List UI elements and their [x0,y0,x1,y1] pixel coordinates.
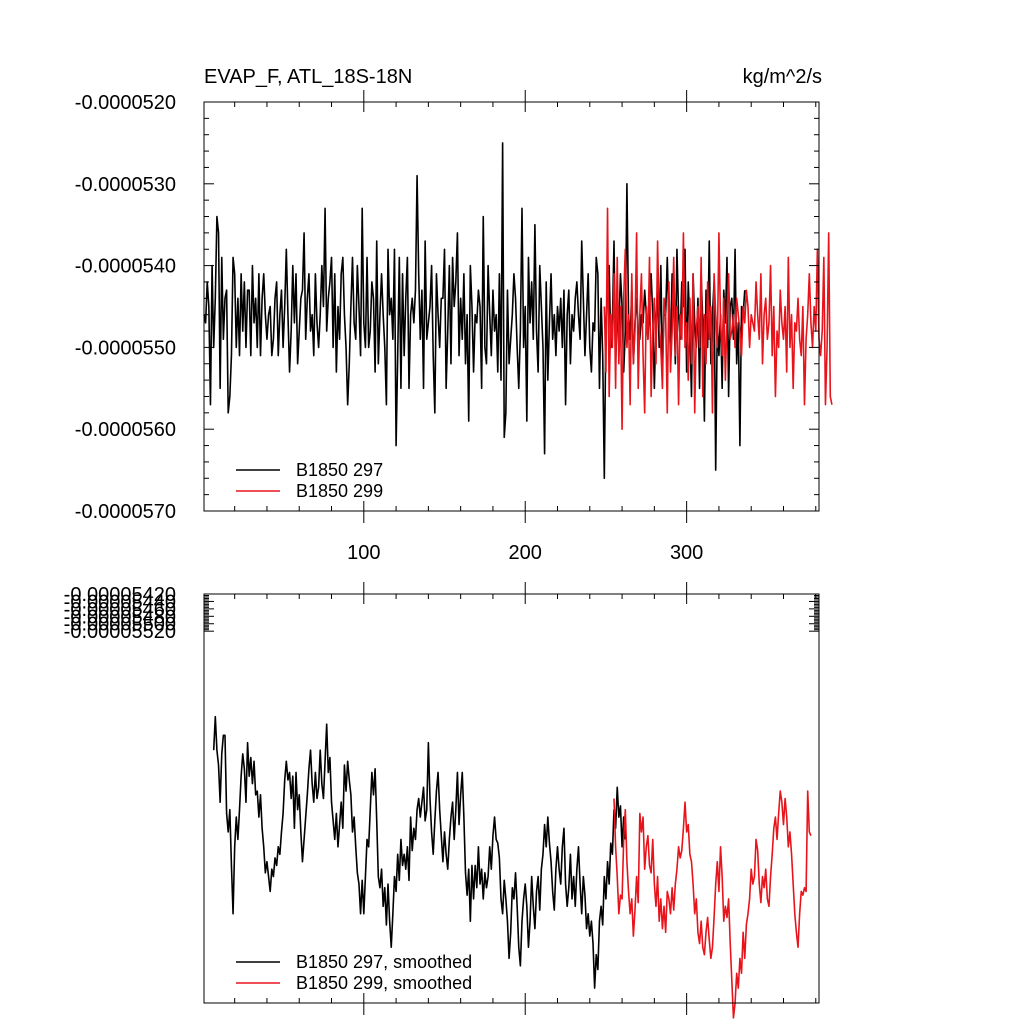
y-tick-label: -0.00005440 [64,591,176,613]
tick-layer [204,582,819,1015]
y-tick-label: -0.00005420 [64,584,176,606]
plot-frame [203,101,820,512]
y-tick-label: -0.0000560 [75,419,176,441]
x-tick-label: 300 [670,542,703,564]
legend: B1850 297, smoothed B1850 299, smoothed [236,952,472,993]
legend-label-b1850-299-smoothed: B1850 299, smoothed [296,973,472,993]
chart-panel-top: EVAP_F, ATL_18S-18N kg/m^2/s -0.0000520-… [75,66,833,564]
chart-title: EVAP_F, ATL_18S-18N [204,66,412,88]
y-tick-label: -0.00005480 [64,606,176,628]
y-tick-label: -0.00005520 [64,621,176,643]
x-tick-label: 100 [347,542,380,564]
x-tick-label: 200 [509,542,542,564]
series-line-b1850-297 [203,142,746,480]
legend-label-b1850-297: B1850 297 [296,460,383,480]
y-tick-label: -0.00005460 [64,599,176,621]
plot-frame [203,593,820,1004]
y-tick-label: -0.0000530 [75,174,176,196]
y-tick-labels: -0.0000520 -0.0000530 -0.0000540 -0.0000550… [75,92,176,523]
y-tick-label: -0.00005500 [64,614,176,636]
y-tick-labels: -0.00005420-0.00005440-0.00005460-0.0000… [64,584,176,643]
y-tick-label: -0.0000520 [75,92,176,114]
y-tick-label: -0.0000550 [75,337,176,359]
series-layer [212,715,812,1019]
legend: B1850 297 B1850 299 [236,460,383,501]
y-tick-label: -0.0000570 [75,501,176,523]
legend-label-b1850-297-smoothed: B1850 297, smoothed [296,952,472,972]
series-line-b1850-299-smoothed [613,790,812,1019]
units-label: kg/m^2/s [743,66,822,88]
chart-panel-bottom: -0.00005420-0.00005440-0.00005460-0.0000… [64,582,820,1019]
series-line-b1850-297-smoothed [212,715,627,989]
legend-label-b1850-299: B1850 299 [296,481,383,501]
y-tick-label: -0.0000540 [75,256,176,278]
series-layer [203,142,833,480]
series-line-b1850-299 [603,207,833,431]
x-tick-labels: 100 200 300 [347,542,703,564]
